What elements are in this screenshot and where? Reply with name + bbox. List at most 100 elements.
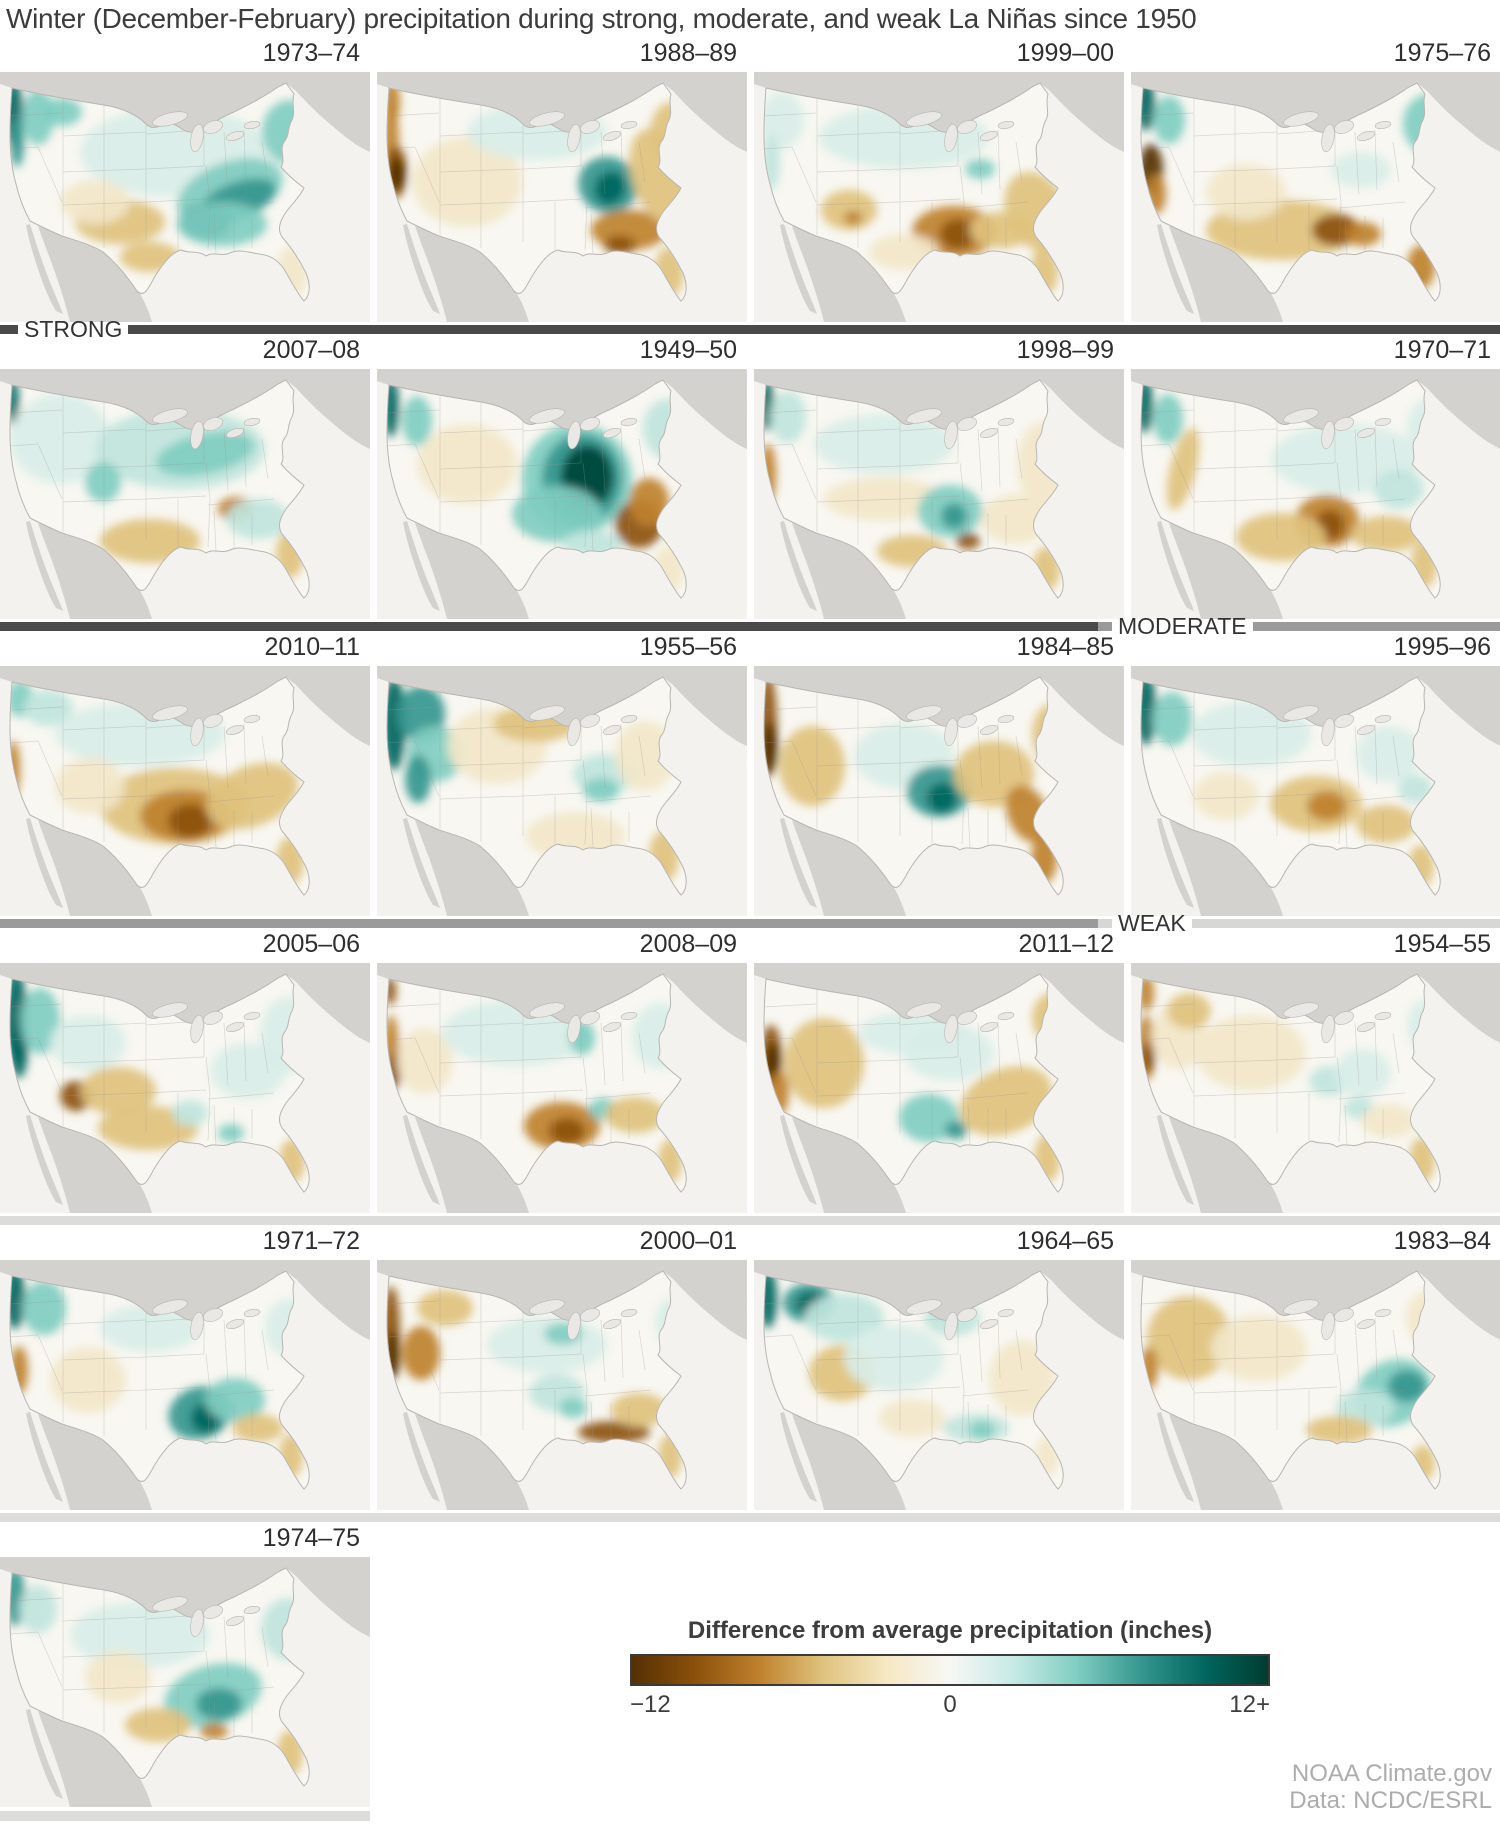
- year-label: 1973–74: [262, 39, 360, 67]
- separator-bar-segment: [0, 325, 18, 334]
- map-cell: 1999–00: [754, 40, 1124, 322]
- separator-bar-segment: [0, 1513, 1500, 1522]
- map-cell: 2011–12: [754, 931, 1124, 1213]
- map-cell: 1984–85: [754, 634, 1124, 916]
- map-cell: 1949–50: [377, 337, 747, 619]
- us-map: [0, 1260, 370, 1510]
- legend-min-label: −12: [630, 1691, 671, 1718]
- map-cell: 1964–65: [754, 1228, 1124, 1510]
- legend-title: Difference from average precipitation (i…: [687, 1617, 1213, 1644]
- us-map: [754, 963, 1124, 1213]
- year-label: 1974–75: [262, 1524, 360, 1552]
- map-cell: 1970–71: [1131, 337, 1500, 619]
- map-row: 1973–74 1988–89 1999–00 1975–76: [0, 40, 1500, 322]
- map-cell: 2010–11: [0, 634, 370, 916]
- category-separator: WEAK: [0, 912, 1500, 935]
- map-cell: 2000–01: [377, 1228, 747, 1510]
- year-label: 2007–08: [262, 336, 360, 364]
- separator-bar-segment: [1098, 919, 1112, 928]
- year-label: 1975–76: [1393, 39, 1491, 67]
- us-map: [377, 666, 747, 916]
- category-label-weak: WEAK: [1118, 910, 1186, 936]
- credit-line-data: Data: NCDC/ESRL: [1289, 1787, 1492, 1814]
- year-label: 1983–84: [1393, 1227, 1491, 1255]
- us-map: [377, 369, 747, 619]
- map-cell: 1975–76: [1131, 40, 1500, 322]
- map-cell: 1954–55: [1131, 931, 1500, 1213]
- map-cell: 1973–74: [0, 40, 370, 322]
- map-cell: 1988–89: [377, 40, 747, 322]
- legend: Difference from average precipitation (i…: [630, 1617, 1270, 1719]
- year-label: 2010–11: [264, 633, 360, 661]
- year-label: 1954–55: [1393, 930, 1491, 958]
- us-map: [377, 963, 747, 1213]
- us-map: [0, 369, 370, 619]
- year-label: 2008–09: [639, 930, 737, 958]
- year-label: 1999–00: [1016, 39, 1114, 67]
- us-map: [1131, 72, 1500, 322]
- map-cell: 1995–96: [1131, 634, 1500, 916]
- map-cell: 1955–56: [377, 634, 747, 916]
- year-label: 2000–01: [639, 1227, 737, 1255]
- us-map: [1131, 666, 1500, 916]
- us-map: [0, 963, 370, 1213]
- bottom-edge-bar: [0, 1811, 370, 1821]
- separator-bar-segment: [0, 919, 1098, 928]
- year-label: 1988–89: [639, 39, 737, 67]
- legend-gradient-bar: [630, 1654, 1270, 1686]
- separator-bar-segment: [1252, 622, 1500, 631]
- category-separator: [0, 1513, 1500, 1522]
- map-cell: 2005–06: [0, 931, 370, 1213]
- us-map: [754, 666, 1124, 916]
- us-map: [377, 72, 747, 322]
- year-label: 1970–71: [1393, 336, 1491, 364]
- category-separator: [0, 1216, 1500, 1225]
- separator-bar-segment: [1098, 622, 1112, 631]
- year-label: 1998–99: [1016, 336, 1114, 364]
- year-label: 2011–12: [1018, 930, 1114, 958]
- separator-bar-segment: [1191, 919, 1500, 928]
- us-map: [0, 666, 370, 916]
- map-cell: 2008–09: [377, 931, 747, 1213]
- us-map: [1131, 1260, 1500, 1510]
- map-cell: 1971–72: [0, 1228, 370, 1510]
- map-row: 2010–11 1955–56 1984–85 1995–96: [0, 634, 1500, 916]
- year-label: 1995–96: [1393, 633, 1491, 661]
- category-separator: STRONG: [0, 318, 1500, 341]
- year-label: 1984–85: [1016, 633, 1114, 661]
- legend-max-label: 12+: [1229, 1691, 1270, 1718]
- us-map: [754, 72, 1124, 322]
- us-map: [1131, 369, 1500, 619]
- figure-title: Winter (December-February) precipitation…: [6, 3, 1197, 34]
- credits: NOAA Climate.gov Data: NCDC/ESRL: [1289, 1760, 1492, 1814]
- year-label: 1955–56: [639, 633, 737, 661]
- year-label: 1971–72: [262, 1227, 360, 1255]
- category-separator: MODERATE: [0, 615, 1500, 638]
- map-cell: 1983–84: [1131, 1228, 1500, 1510]
- legend-tick-labels: −12 0 12+: [630, 1691, 1270, 1719]
- us-map: [0, 72, 370, 322]
- year-label: 1949–50: [639, 336, 737, 364]
- us-map: [1131, 963, 1500, 1213]
- credit-line-noaa: NOAA Climate.gov: [1291, 1760, 1492, 1787]
- map-cell: 1998–99: [754, 337, 1124, 619]
- separator-bar-segment: [0, 1216, 1500, 1225]
- legend-zero-label: 0: [943, 1691, 957, 1718]
- map-row: 2005–06 2008–09 2011–12 1954–55: [0, 931, 1500, 1213]
- map-cell: 2007–08: [0, 337, 370, 619]
- map-grid: 1973–74 1988–89 1999–00 1975–76 STRONG 2007–0…: [0, 40, 1500, 1821]
- year-label: 2005–06: [262, 930, 360, 958]
- separator-bar-segment: [128, 325, 1500, 334]
- category-label-strong: STRONG: [24, 316, 123, 342]
- us-map: [0, 1557, 370, 1807]
- year-label: 1964–65: [1016, 1227, 1114, 1255]
- map-row: 1971–72 2000–01 1964–65 1983–84: [0, 1228, 1500, 1510]
- us-map: [754, 369, 1124, 619]
- category-label-moderate: MODERATE: [1118, 613, 1247, 639]
- map-row: 1974–75 Difference from average precipita…: [0, 1525, 1500, 1821]
- map-row: 2007–08 1949–50 1998–99 1970–71: [0, 337, 1500, 619]
- map-cell: 1974–75: [0, 1525, 370, 1821]
- us-map: [377, 1260, 747, 1510]
- separator-bar-segment: [0, 622, 1098, 631]
